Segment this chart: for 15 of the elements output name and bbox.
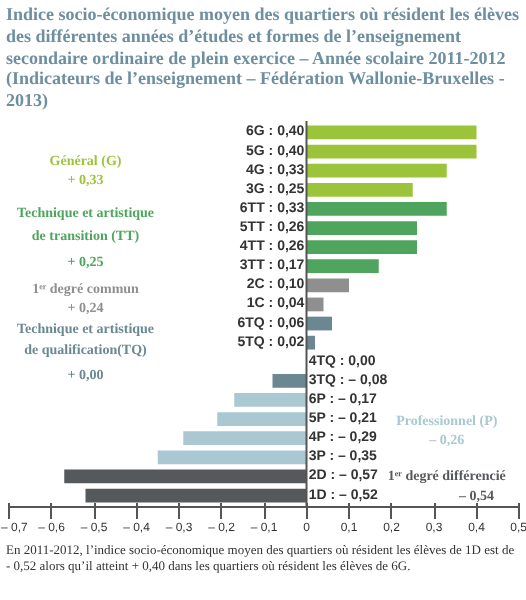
- bar: [306, 201, 447, 216]
- bar: [217, 412, 307, 426]
- bar: [306, 221, 417, 235]
- bar: [272, 373, 307, 388]
- bar: [306, 182, 413, 197]
- bar: [306, 125, 477, 140]
- bar: [306, 278, 349, 293]
- bar: [306, 259, 379, 274]
- chart-title: Indice socio-économique moyen des quartiers où résident les élèves des différentes années d’études et formes de l’enseignement secondaire ordinaire de plein exercice – Année scolaire 2011-2012 (Indicateurs de l’enseignement – Fédération Wallonie-Bruxelles - 2013): [6, 4, 520, 112]
- bar: [157, 450, 307, 465]
- bar: [306, 144, 477, 159]
- bar: [234, 393, 307, 407]
- bar: [306, 240, 417, 254]
- bar: [183, 431, 307, 446]
- bar: [306, 163, 447, 178]
